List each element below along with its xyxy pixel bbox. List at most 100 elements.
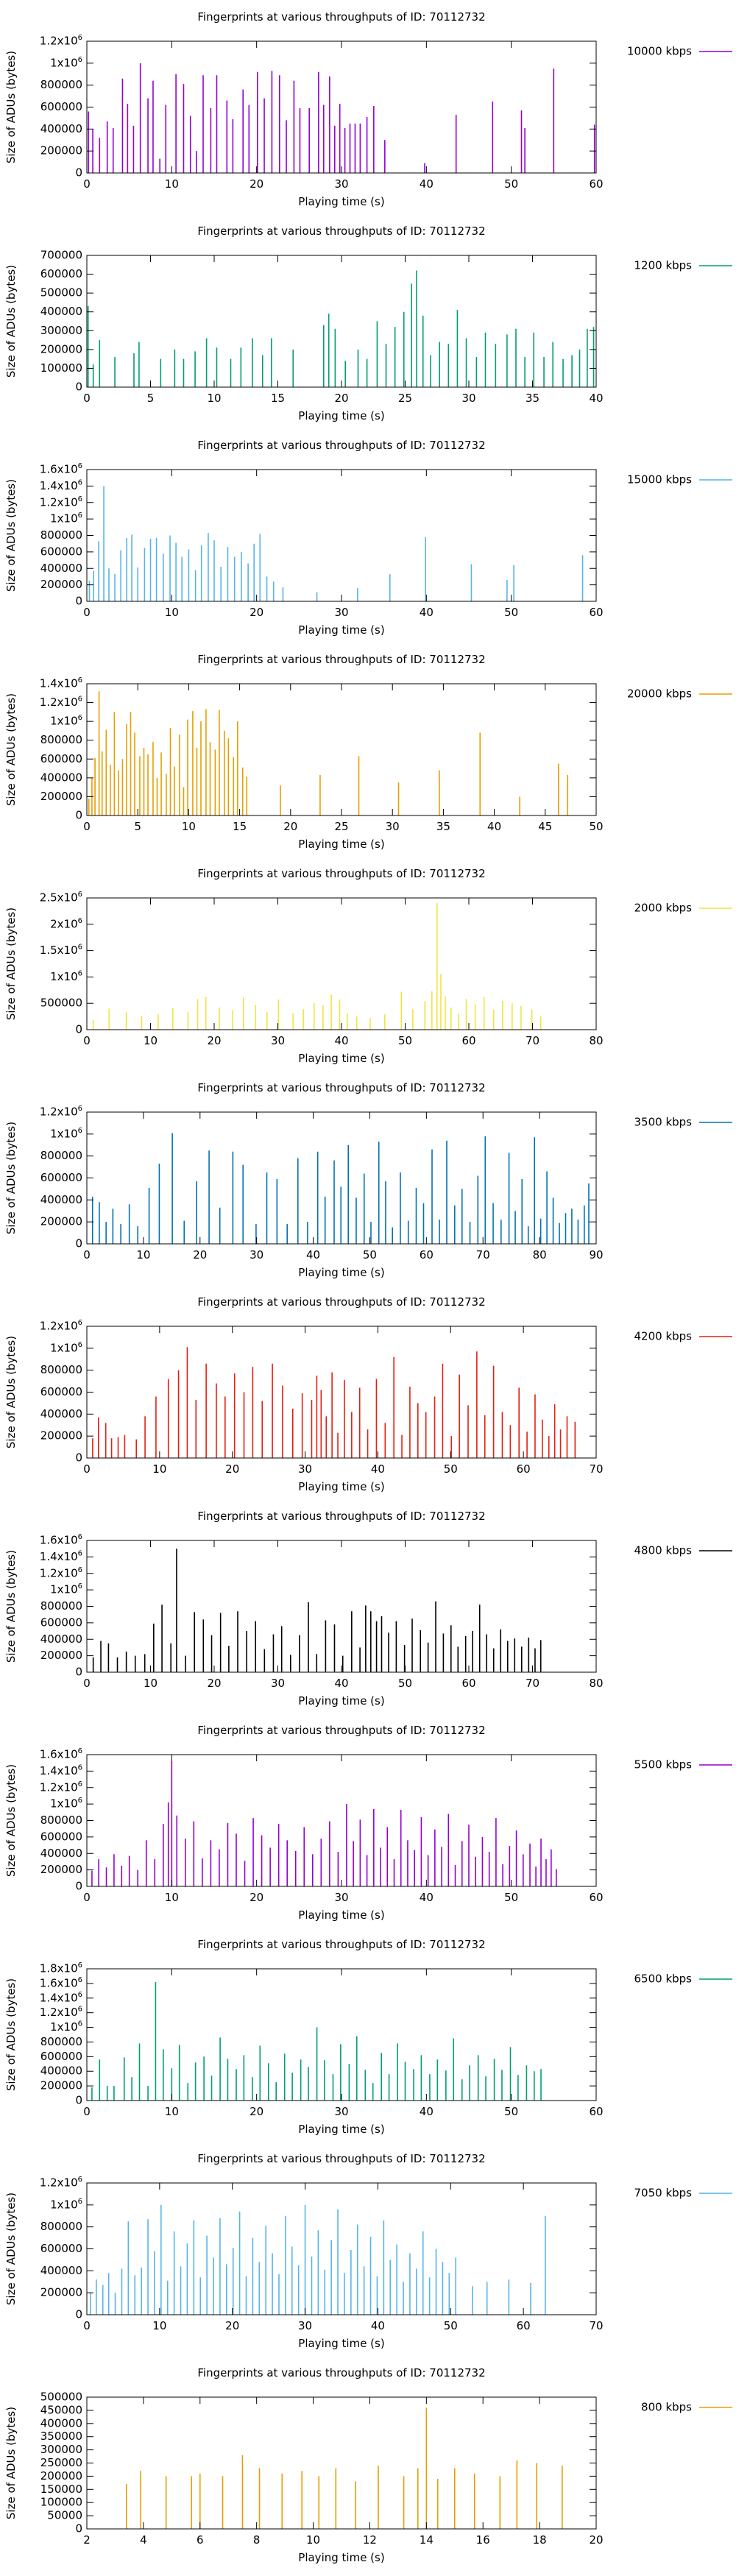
x-tick-label: 20 <box>250 2105 263 2118</box>
x-axis-label: Playing time (s) <box>298 1908 384 1922</box>
x-tick-label: 90 <box>589 1248 603 1262</box>
y-tick-label: 250000 <box>40 2456 82 2469</box>
x-tick-label: 60 <box>517 2319 531 2332</box>
y-tick-label: 400000 <box>40 771 82 784</box>
y-tick-label: 1.5x106 <box>40 943 82 957</box>
y-tick-label: 600000 <box>40 2242 82 2255</box>
legend-label: 5500 kbps <box>634 1758 693 1772</box>
chart-title: Fingerprints at various throughputs of I… <box>197 1295 485 1309</box>
x-tick-label: 10 <box>207 392 221 405</box>
y-tick-label: 1.6x106 <box>40 1975 82 1989</box>
y-tick-label: 500000 <box>40 997 82 1010</box>
y-tick-label: 400000 <box>40 1632 82 1646</box>
y-tick-label: 200000 <box>40 342 82 355</box>
x-tick-label: 60 <box>589 1891 603 1904</box>
x-tick-label: 60 <box>517 1462 531 1476</box>
x-tick-label: 50 <box>504 1891 518 1904</box>
bar-group <box>88 486 584 601</box>
y-tick-label: 300000 <box>40 2443 82 2456</box>
y-tick-label: 600000 <box>40 1616 82 1629</box>
y-axis-label: Size of ADUs (bytes) <box>4 2193 18 2305</box>
y-axis-label: Size of ADUs (bytes) <box>4 265 18 378</box>
x-axis-label: Playing time (s) <box>298 195 384 208</box>
x-tick-label: 40 <box>420 177 434 191</box>
x-tick-label: 60 <box>589 606 603 619</box>
chart-title: Fingerprints at various throughputs of I… <box>197 224 485 238</box>
x-tick-label: 0 <box>83 1677 91 1690</box>
y-tick-label: 1x106 <box>50 512 82 526</box>
y-tick-label: 600000 <box>40 100 82 113</box>
y-tick-label: 150000 <box>40 2483 82 2496</box>
x-tick-label: 40 <box>334 1034 348 1047</box>
y-tick-label: 400000 <box>40 1193 82 1206</box>
y-axis-label: Size of ADUs (bytes) <box>4 1978 18 2091</box>
bar-group <box>91 1981 542 2101</box>
y-tick-label: 1.2x106 <box>40 1105 82 1119</box>
x-tick-label: 20 <box>334 392 348 405</box>
y-tick-label: 1.6x106 <box>40 1747 82 1761</box>
x-tick-label: 15 <box>233 820 247 833</box>
legend-label: 15000 kbps <box>627 473 692 486</box>
x-tick-label: 30 <box>386 820 400 833</box>
x-tick-label: 70 <box>589 2319 603 2332</box>
y-axis-label: Size of ADUs (bytes) <box>4 2407 18 2519</box>
chart-title: Fingerprints at various throughputs of I… <box>197 2152 485 2165</box>
y-tick-label: 1.8x106 <box>40 1961 82 1975</box>
x-tick-label: 0 <box>83 177 91 191</box>
x-tick-label: 6 <box>197 2533 204 2547</box>
x-tick-label: 60 <box>589 2105 603 2118</box>
x-tick-label: 40 <box>420 2105 434 2118</box>
y-axis-label: Size of ADUs (bytes) <box>4 907 18 1020</box>
x-tick-label: 0 <box>83 392 91 405</box>
bar-group <box>91 1761 557 1886</box>
y-tick-label: 0 <box>75 1880 82 1893</box>
x-tick-label: 10 <box>165 2105 179 2118</box>
plot-frame <box>86 40 597 174</box>
y-tick-label: 1.2x106 <box>40 1780 82 1794</box>
y-tick-label: 2x106 <box>50 916 82 930</box>
chart-panel-1: Fingerprints at various throughputs of I… <box>4 224 732 422</box>
y-tick-label: 200000 <box>40 790 82 803</box>
y-tick-label: 400000 <box>40 122 82 135</box>
chart-title: Fingerprints at various throughputs of I… <box>197 1938 485 1951</box>
x-tick-label: 20 <box>250 606 263 619</box>
x-tick-label: 20 <box>250 1891 263 1904</box>
y-tick-label: 400000 <box>40 1847 82 1860</box>
y-tick-label: 800000 <box>40 1599 82 1613</box>
chart-title: Fingerprints at various throughputs of I… <box>197 2366 485 2379</box>
x-tick-label: 40 <box>420 606 434 619</box>
y-tick-label: 400000 <box>40 2416 82 2430</box>
x-tick-label: 35 <box>436 820 450 833</box>
x-tick-label: 10 <box>144 1034 158 1047</box>
x-tick-label: 10 <box>306 2533 320 2547</box>
x-tick-label: 8 <box>253 2533 261 2547</box>
x-tick-label: 10 <box>182 820 196 833</box>
bar-group <box>126 2407 563 2529</box>
y-tick-label: 600000 <box>40 2050 82 2063</box>
x-tick-label: 0 <box>83 2319 91 2332</box>
legend-label: 10000 kbps <box>627 45 692 58</box>
plot-frame <box>86 255 597 388</box>
x-tick-label: 2 <box>83 2533 91 2547</box>
x-tick-label: 50 <box>363 1248 377 1262</box>
legend-label: 4800 kbps <box>634 1544 693 1557</box>
x-tick-label: 10 <box>165 177 179 191</box>
x-tick-label: 20 <box>207 1034 221 1047</box>
x-axis-label: Playing time (s) <box>298 1480 384 1493</box>
y-tick-label: 800000 <box>40 1363 82 1376</box>
y-tick-label: 500000 <box>40 286 82 300</box>
chart-title: Fingerprints at various throughputs of I… <box>197 10 485 24</box>
x-tick-label: 10 <box>165 606 179 619</box>
x-tick-label: 70 <box>526 1677 539 1690</box>
y-tick-label: 1x106 <box>50 2020 82 2034</box>
x-tick-label: 50 <box>444 1462 458 1476</box>
x-axis-label: Playing time (s) <box>298 2551 384 2564</box>
y-tick-label: 0 <box>75 1237 82 1250</box>
bar-group <box>88 691 569 815</box>
y-tick-label: 400000 <box>40 1407 82 1420</box>
x-tick-label: 20 <box>225 2319 239 2332</box>
chart-panel-11: Fingerprints at various throughputs of I… <box>4 2366 732 2564</box>
x-tick-label: 40 <box>371 2319 385 2332</box>
y-tick-label: 1x106 <box>50 1126 82 1140</box>
chart-panel-7: Fingerprints at various throughputs of I… <box>4 1510 732 1708</box>
